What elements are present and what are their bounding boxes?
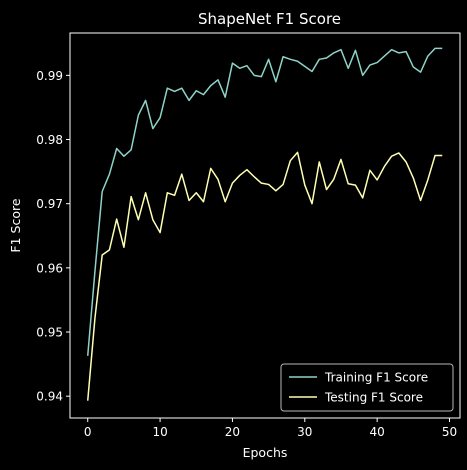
x-axis: 0 10 20 30 40 50 (84, 418, 457, 439)
y-axis: 0.94 0.95 0.96 0.97 0.98 0.99 (36, 69, 70, 404)
y-tick-label: 0.98 (36, 133, 63, 147)
y-tick-label: 0.96 (36, 261, 63, 275)
series-line-testing-f1-score (86, 151, 443, 401)
x-axis-label: Epochs (243, 445, 288, 460)
x-tick-label: 30 (297, 425, 312, 439)
plot-frame (69, 32, 461, 419)
y-tick-label: 0.99 (36, 69, 63, 83)
series-layer (86, 47, 443, 401)
x-tick-label: 50 (442, 425, 457, 439)
plot-area (69, 32, 461, 419)
y-tick-label: 0.94 (36, 390, 63, 404)
x-tick-label: 40 (370, 425, 385, 439)
chart-title: ShapeNet F1 Score (198, 10, 341, 28)
legend-label-training: Training F1 Score (324, 371, 428, 385)
x-tick-label: 20 (225, 425, 240, 439)
series-line-training-f1-score (86, 47, 443, 356)
x-tick-label: 10 (152, 425, 167, 439)
legend: Training F1 Score Testing F1 Score (280, 363, 454, 412)
y-axis-label: F1 Score (8, 198, 23, 252)
y-tick-label: 0.97 (36, 197, 63, 211)
x-tick-label: 0 (84, 425, 92, 439)
legend-box (280, 363, 454, 412)
y-tick-label: 0.95 (36, 326, 63, 340)
legend-label-testing: Testing F1 Score (324, 391, 423, 405)
